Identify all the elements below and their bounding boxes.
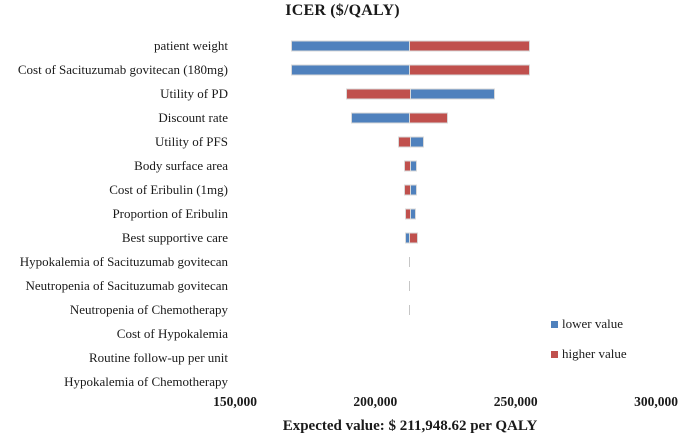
tornado-row: Neutropenia of Chemotherapy [0, 298, 685, 322]
higher-value-bar [408, 64, 530, 76]
row-label: Cost of Eribulin (1mg) [109, 182, 228, 197]
tornado-row: Neutropenia of Sacituzumab govitecan [0, 274, 685, 298]
chart-title: ICER ($/QALY) [285, 2, 400, 19]
row-label: Utility of PFS [155, 134, 228, 149]
row-label: Neutropenia of Chemotherapy [69, 302, 228, 317]
higher-value-bar [345, 88, 411, 100]
legend-label-higher: higher value [562, 346, 627, 361]
lower-value-bar [408, 136, 425, 148]
higher-value-bar [408, 112, 449, 124]
row-label: Utility of PD [160, 86, 228, 101]
tornado-row: Utility of PFS [0, 130, 685, 154]
tornado-row: Best supportive care [0, 226, 685, 250]
x-axis-tick-label: 150,000 [213, 394, 257, 409]
negligible-bar-tick [408, 305, 411, 315]
tornado-row: Hypokalemia of Chemotherapy [0, 370, 685, 394]
row-label: Best supportive care [121, 230, 228, 245]
higher-value-bar [397, 136, 411, 148]
tornado-row: Cost of Sacituzumab govitecan (180mg) [0, 58, 685, 82]
lower-value-bar [291, 40, 411, 52]
row-label: Cost of Sacituzumab govitecan (180mg) [17, 62, 228, 77]
x-axis-tick-label: 300,000 [634, 394, 678, 409]
legend-item-lower: lower value [551, 316, 624, 331]
lower-value-bar [351, 112, 411, 124]
x-axis-tick-label: 250,000 [493, 394, 538, 409]
higher-value-bar [408, 232, 419, 244]
tornado-row: patient weight [0, 34, 685, 58]
higher-value-bar [404, 208, 411, 220]
legend-item-higher: higher value [551, 346, 627, 361]
lower-value-bar [408, 88, 495, 100]
tornado-row: Discount rate [0, 106, 685, 130]
tornado-row: Cost of Hypokalemia [0, 322, 685, 346]
row-label: Routine follow-up per unit [88, 350, 228, 365]
tornado-row: Routine follow-up per unit [0, 346, 685, 370]
x-axis: 150,000 200,000 250,000 300,000 [0, 394, 685, 414]
higher-value-bar [404, 184, 411, 196]
legend-label-lower: lower value [562, 316, 624, 331]
row-label: Discount rate [158, 110, 228, 125]
lower-value-bar [291, 64, 411, 76]
higher-value-bar [408, 40, 530, 52]
negligible-bar-tick [408, 281, 411, 291]
row-label: Neutropenia of Sacituzumab govitecan [25, 278, 228, 293]
tornado-row: Hypokalemia of Sacituzumab govitecan [0, 250, 685, 274]
tornado-row: Utility of PD [0, 82, 685, 106]
row-label: Proportion of Eribulin [112, 206, 228, 221]
tornado-row: Body surface area [0, 154, 685, 178]
tornado-row: Proportion of Eribulin [0, 202, 685, 226]
row-label: Body surface area [134, 158, 228, 173]
row-label: patient weight [153, 38, 228, 53]
negligible-bar-tick [408, 257, 411, 267]
lower-value-swatch-icon [551, 320, 558, 328]
higher-value-bar [404, 160, 411, 172]
row-label: Hypokalemia of Sacituzumab govitecan [19, 254, 228, 269]
x-axis-tick-label: 200,000 [353, 394, 398, 409]
row-label: Hypokalemia of Chemotherapy [64, 374, 228, 389]
x-axis-title: Expected value: $ 211,948.62 per QALY [282, 418, 538, 434]
tornado-row: Cost of Eribulin (1mg) [0, 178, 685, 202]
row-label: Cost of Hypokalemia [116, 326, 228, 341]
higher-value-swatch-icon [551, 350, 558, 358]
plot-area: patient weight Cost of Sacituzumab govite… [0, 34, 685, 394]
